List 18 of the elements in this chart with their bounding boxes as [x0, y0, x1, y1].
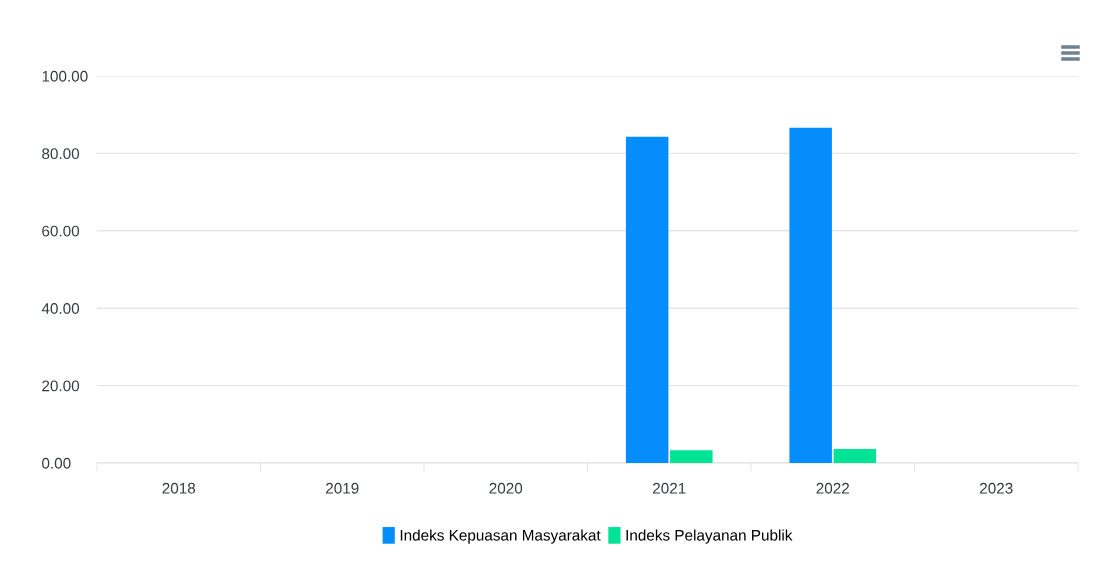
x-tick-label: 2019 — [326, 482, 359, 494]
x-tick-label: 2022 — [816, 482, 849, 494]
y-tick-label: 40.00 — [41, 303, 80, 314]
y-tick-label: 100.00 — [42, 70, 88, 82]
y-tick-label: 20.00 — [42, 380, 80, 392]
legend-label: Indeks Pelayanan Publik — [626, 529, 793, 544]
bar — [670, 450, 713, 463]
y-tick-label: 0.00 — [42, 457, 71, 469]
x-tick-label: 2021 — [653, 482, 686, 494]
x-tick-label: 2020 — [489, 482, 523, 494]
bar — [789, 127, 832, 463]
x-tick-label: 2018 — [162, 482, 196, 494]
bar — [833, 449, 877, 463]
bar — [625, 136, 669, 463]
x-tick-label: 2023 — [980, 482, 1013, 494]
y-tick-label: 80.00 — [42, 148, 80, 160]
legend-label: Indeks Kepuasan Masyarakat — [400, 529, 601, 544]
y-tick-label: 60.00 — [42, 225, 80, 237]
